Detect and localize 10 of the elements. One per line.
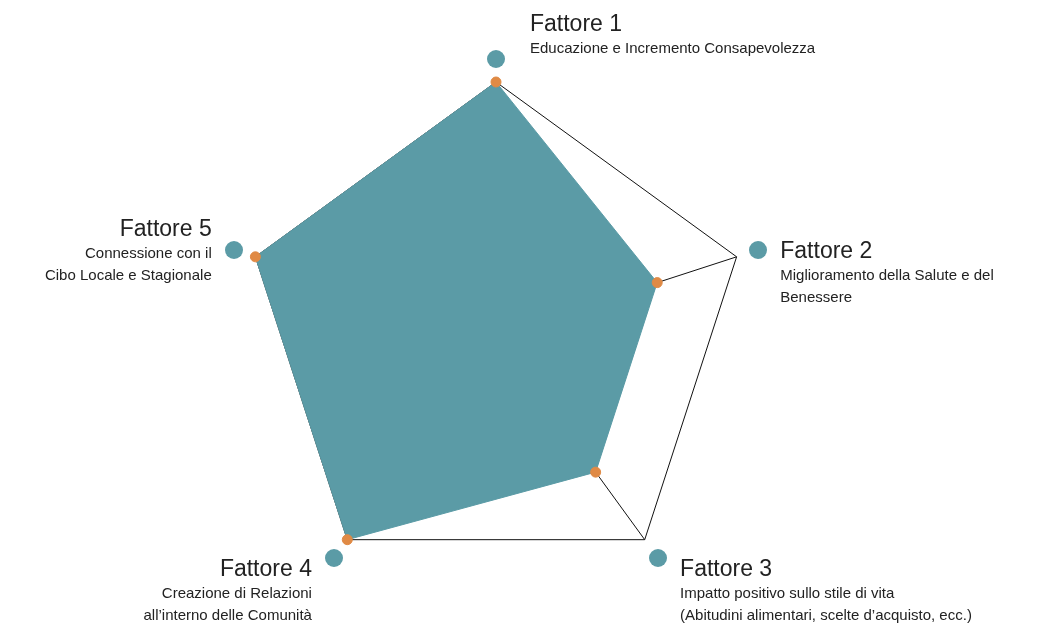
text: Educazione e Incremento Consapevolezza <box>530 38 816 59</box>
text: Impatto positivo sullo stile di vita (Abitudini alimentari, scelte d’acquisto, ecc.) <box>680 583 972 626</box>
text: Creazione di Relazioni all’interno delle Comunità <box>143 583 312 626</box>
spoke-label: Fattore 3 <box>680 554 774 583</box>
spoke-label: Fattore 2 <box>780 235 874 264</box>
spoke-label: Fattore 4 <box>218 554 312 583</box>
spoke-label: Fattore 5 <box>118 213 212 242</box>
text: Connessione con il Cibo Locale e Stagionale <box>44 242 212 285</box>
text: Miglioramento della Salute e del Benessere <box>780 264 994 307</box>
spoke-label: Fattore 1 <box>530 9 624 38</box>
